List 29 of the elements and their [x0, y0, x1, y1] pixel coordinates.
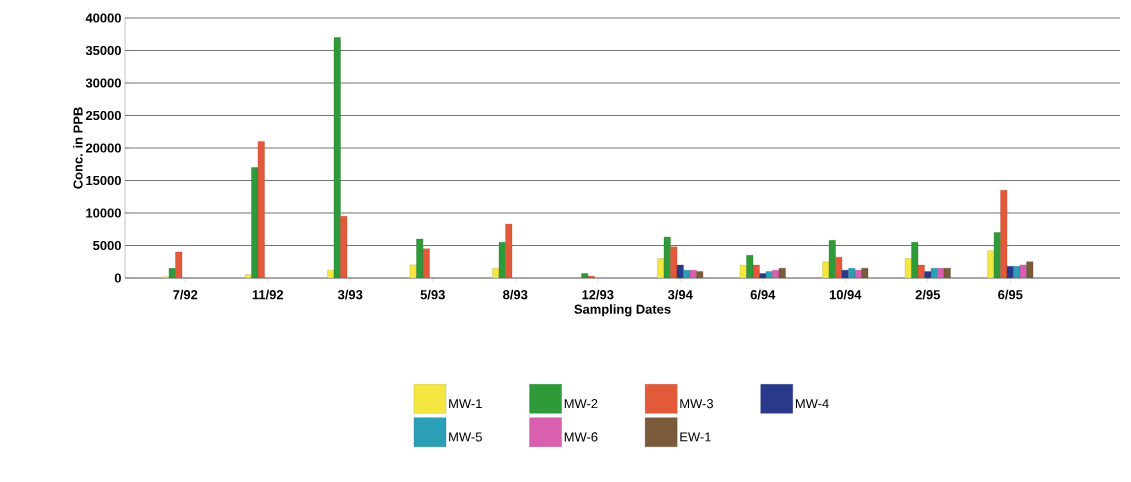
y-tick-label: 25000 [85, 110, 121, 121]
y-tick-label: 35000 [85, 45, 121, 56]
legend-label: MW-6 [564, 432, 598, 442]
legend-label: EW-1 [680, 432, 711, 442]
x-tick-label: 11/92 [252, 289, 284, 300]
y-tick-label: 40000 [85, 13, 121, 23]
x-tick-label: 3/94 [667, 289, 693, 300]
legend-label: MW-5 [449, 432, 482, 442]
x-tick-label: 2/95 [915, 289, 941, 300]
legend-label: MW-4 [795, 399, 829, 409]
x-tick-label: 10/94 [829, 289, 862, 300]
x-tick-label: 6/95 [998, 289, 1023, 300]
legend-label: MW-1 [449, 399, 482, 409]
y-tick-label: 30000 [85, 78, 121, 88]
x-tick-label: 7/92 [173, 289, 198, 300]
y-tick-label: 5000 [93, 240, 121, 251]
x-tick-label: 12/93 [582, 289, 614, 300]
x-tick-label: 3/93 [337, 289, 363, 300]
x-axis-title: Sampling Dates [574, 304, 671, 317]
x-tick-label: 6/94 [750, 289, 776, 300]
y-tick-label: 15000 [86, 175, 121, 186]
y-tick-label: 10000 [86, 208, 121, 218]
x-tick-label: 5/93 [420, 289, 445, 300]
y-axis-title: Conc. in PPB [73, 107, 83, 189]
y-tick-label: 0 [114, 273, 121, 283]
legend-label: MW-2 [564, 399, 598, 409]
x-tick-label: 8/93 [503, 289, 528, 300]
legend-label: MW-3 [680, 399, 714, 409]
y-tick-label: 20000 [85, 143, 121, 153]
